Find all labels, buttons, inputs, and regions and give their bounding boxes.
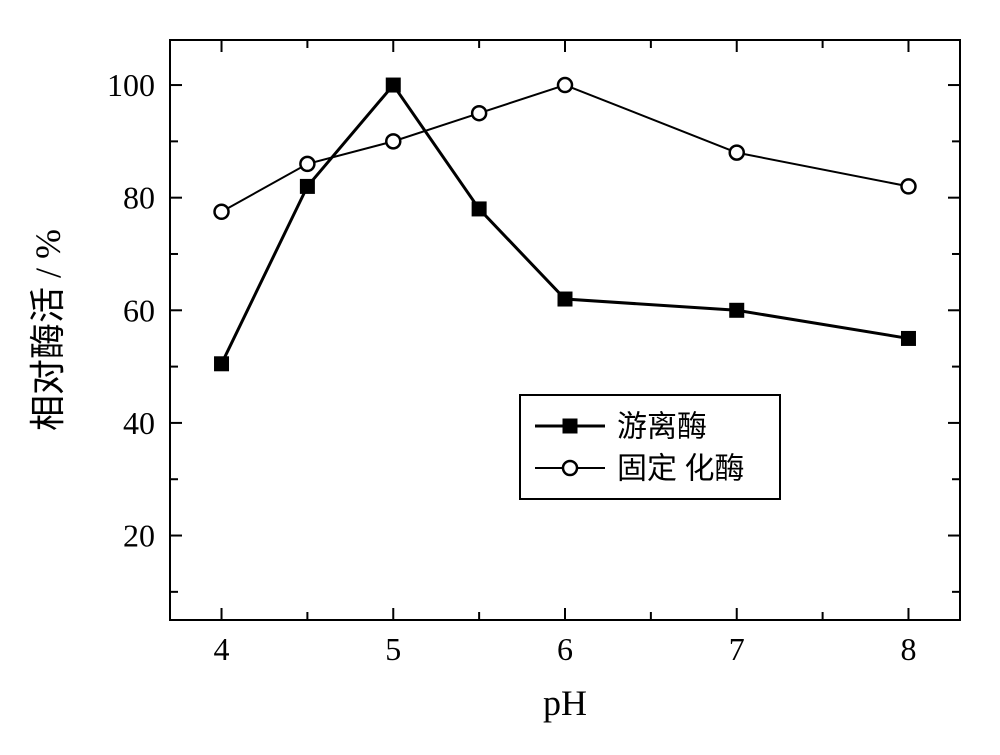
- marker-circle: [558, 78, 572, 92]
- y-tick-label: 20: [123, 518, 155, 554]
- marker-circle: [472, 106, 486, 120]
- line-chart: 4 5 6 7 8 20 40 60 80 100 pH 相对酶活 / % 游离酶固定 化酶: [0, 0, 1000, 755]
- marker-square: [215, 357, 229, 371]
- y-tick-label: 80: [123, 180, 155, 216]
- marker-circle: [901, 179, 915, 193]
- marker-circle: [730, 146, 744, 160]
- x-tick-label: 8: [900, 631, 916, 667]
- y-axis-label: 相对酶活 / %: [28, 229, 68, 431]
- y-tick-label: 100: [107, 67, 155, 103]
- marker-square: [558, 292, 572, 306]
- marker-square: [901, 331, 915, 345]
- y-tick-label: 40: [123, 405, 155, 441]
- marker-circle: [300, 157, 314, 171]
- marker-square: [386, 78, 400, 92]
- marker-square: [300, 179, 314, 193]
- x-axis-label: pH: [543, 683, 587, 723]
- chart-container: 4 5 6 7 8 20 40 60 80 100 pH 相对酶活 / % 游离酶固定 化酶: [0, 0, 1000, 755]
- x-tick-label: 6: [557, 631, 573, 667]
- marker-square: [563, 419, 577, 433]
- marker-circle: [386, 134, 400, 148]
- x-tick-label: 5: [385, 631, 401, 667]
- x-tick-label: 4: [214, 631, 230, 667]
- marker-square: [730, 303, 744, 317]
- y-tick-label: 60: [123, 292, 155, 328]
- marker-circle: [215, 205, 229, 219]
- marker-circle: [563, 461, 577, 475]
- marker-square: [472, 202, 486, 216]
- legend-label-free-enzyme: 游离酶: [617, 411, 707, 444]
- legend-label-immobilized-enzyme: 固定 化酶: [617, 453, 745, 486]
- x-tick-label: 7: [729, 631, 745, 667]
